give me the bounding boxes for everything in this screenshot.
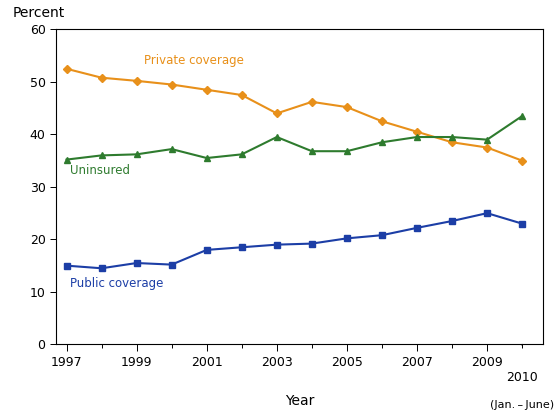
Text: Private coverage: Private coverage bbox=[143, 53, 244, 66]
Text: Uninsured: Uninsured bbox=[70, 164, 130, 177]
Text: Public coverage: Public coverage bbox=[70, 277, 164, 290]
Text: 2010: 2010 bbox=[506, 371, 538, 384]
X-axis label: Year: Year bbox=[285, 394, 314, 408]
Text: Percent: Percent bbox=[12, 6, 64, 20]
Text: (Jan. – June): (Jan. – June) bbox=[490, 399, 554, 409]
